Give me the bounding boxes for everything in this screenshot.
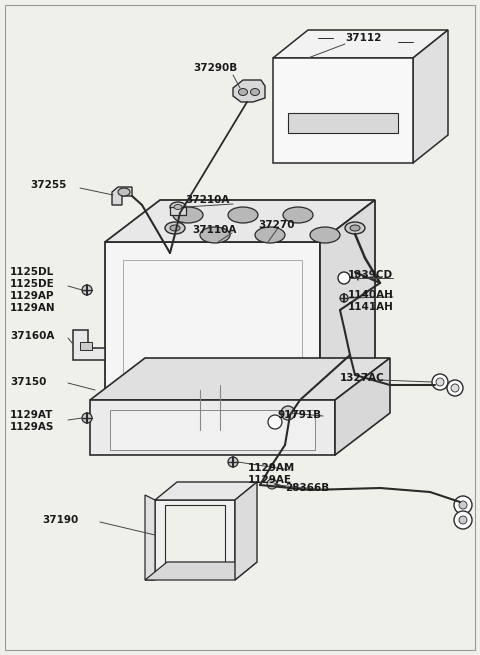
Ellipse shape — [310, 227, 340, 243]
Text: 37255: 37255 — [30, 180, 66, 190]
Text: 1327AC: 1327AC — [340, 373, 385, 383]
Bar — [155, 500, 235, 575]
Circle shape — [340, 294, 348, 302]
Polygon shape — [413, 30, 448, 163]
Text: 37290B: 37290B — [193, 63, 237, 73]
Text: 1129AS: 1129AS — [10, 422, 54, 432]
Polygon shape — [105, 200, 375, 242]
Circle shape — [82, 413, 92, 423]
Polygon shape — [145, 495, 155, 580]
Text: 1129AN: 1129AN — [10, 303, 56, 313]
Text: 37150: 37150 — [10, 377, 47, 387]
Polygon shape — [320, 200, 375, 402]
Circle shape — [459, 501, 467, 509]
Polygon shape — [335, 358, 390, 455]
Bar — [80, 342, 92, 350]
Text: 37112: 37112 — [345, 33, 382, 43]
Text: 1125DE: 1125DE — [10, 279, 55, 289]
Circle shape — [454, 496, 472, 514]
Polygon shape — [112, 187, 132, 205]
Polygon shape — [235, 482, 257, 580]
Circle shape — [454, 511, 472, 529]
Ellipse shape — [255, 227, 285, 243]
Bar — [288, 113, 398, 133]
Circle shape — [338, 272, 350, 284]
Circle shape — [432, 374, 448, 390]
Text: 1129AP: 1129AP — [10, 291, 55, 301]
Bar — [165, 505, 225, 570]
Ellipse shape — [350, 225, 360, 231]
Text: 37210A: 37210A — [185, 195, 229, 205]
Ellipse shape — [228, 207, 258, 223]
Ellipse shape — [283, 207, 313, 223]
Circle shape — [228, 457, 238, 467]
Ellipse shape — [173, 207, 203, 223]
Bar — [90, 400, 335, 455]
Ellipse shape — [118, 188, 130, 196]
Text: 1141AH: 1141AH — [348, 302, 394, 312]
Polygon shape — [273, 30, 448, 58]
Polygon shape — [233, 80, 265, 102]
Polygon shape — [73, 330, 105, 360]
Bar — [170, 207, 186, 215]
Text: 1129AM: 1129AM — [248, 463, 295, 473]
Text: 37110A: 37110A — [192, 225, 236, 235]
Bar — [105, 242, 320, 402]
Text: 1339CD: 1339CD — [348, 270, 393, 280]
Bar — [273, 58, 413, 163]
Circle shape — [447, 380, 463, 396]
Text: 28366B: 28366B — [285, 483, 329, 493]
Circle shape — [436, 378, 444, 386]
Circle shape — [451, 384, 459, 392]
Circle shape — [268, 415, 282, 429]
Text: 37270: 37270 — [258, 220, 295, 230]
Polygon shape — [90, 358, 390, 400]
Circle shape — [281, 406, 295, 420]
Text: 37190: 37190 — [42, 515, 78, 525]
Text: 1129AT: 1129AT — [10, 410, 53, 420]
Ellipse shape — [174, 204, 182, 210]
Ellipse shape — [251, 88, 260, 96]
Circle shape — [459, 516, 467, 524]
Text: 1140AH: 1140AH — [348, 290, 394, 300]
Ellipse shape — [345, 222, 365, 234]
Ellipse shape — [200, 227, 230, 243]
Ellipse shape — [165, 222, 185, 234]
Bar — [123, 260, 302, 384]
Bar — [110, 410, 315, 450]
Polygon shape — [155, 482, 257, 500]
Ellipse shape — [170, 202, 186, 212]
Text: 1125DL: 1125DL — [10, 267, 54, 277]
Ellipse shape — [170, 225, 180, 231]
Text: 1129AE: 1129AE — [248, 475, 292, 485]
Ellipse shape — [239, 88, 248, 96]
Circle shape — [82, 285, 92, 295]
Polygon shape — [145, 562, 257, 580]
Circle shape — [267, 479, 277, 489]
Text: 91791B: 91791B — [278, 410, 322, 420]
Text: 37160A: 37160A — [10, 331, 54, 341]
